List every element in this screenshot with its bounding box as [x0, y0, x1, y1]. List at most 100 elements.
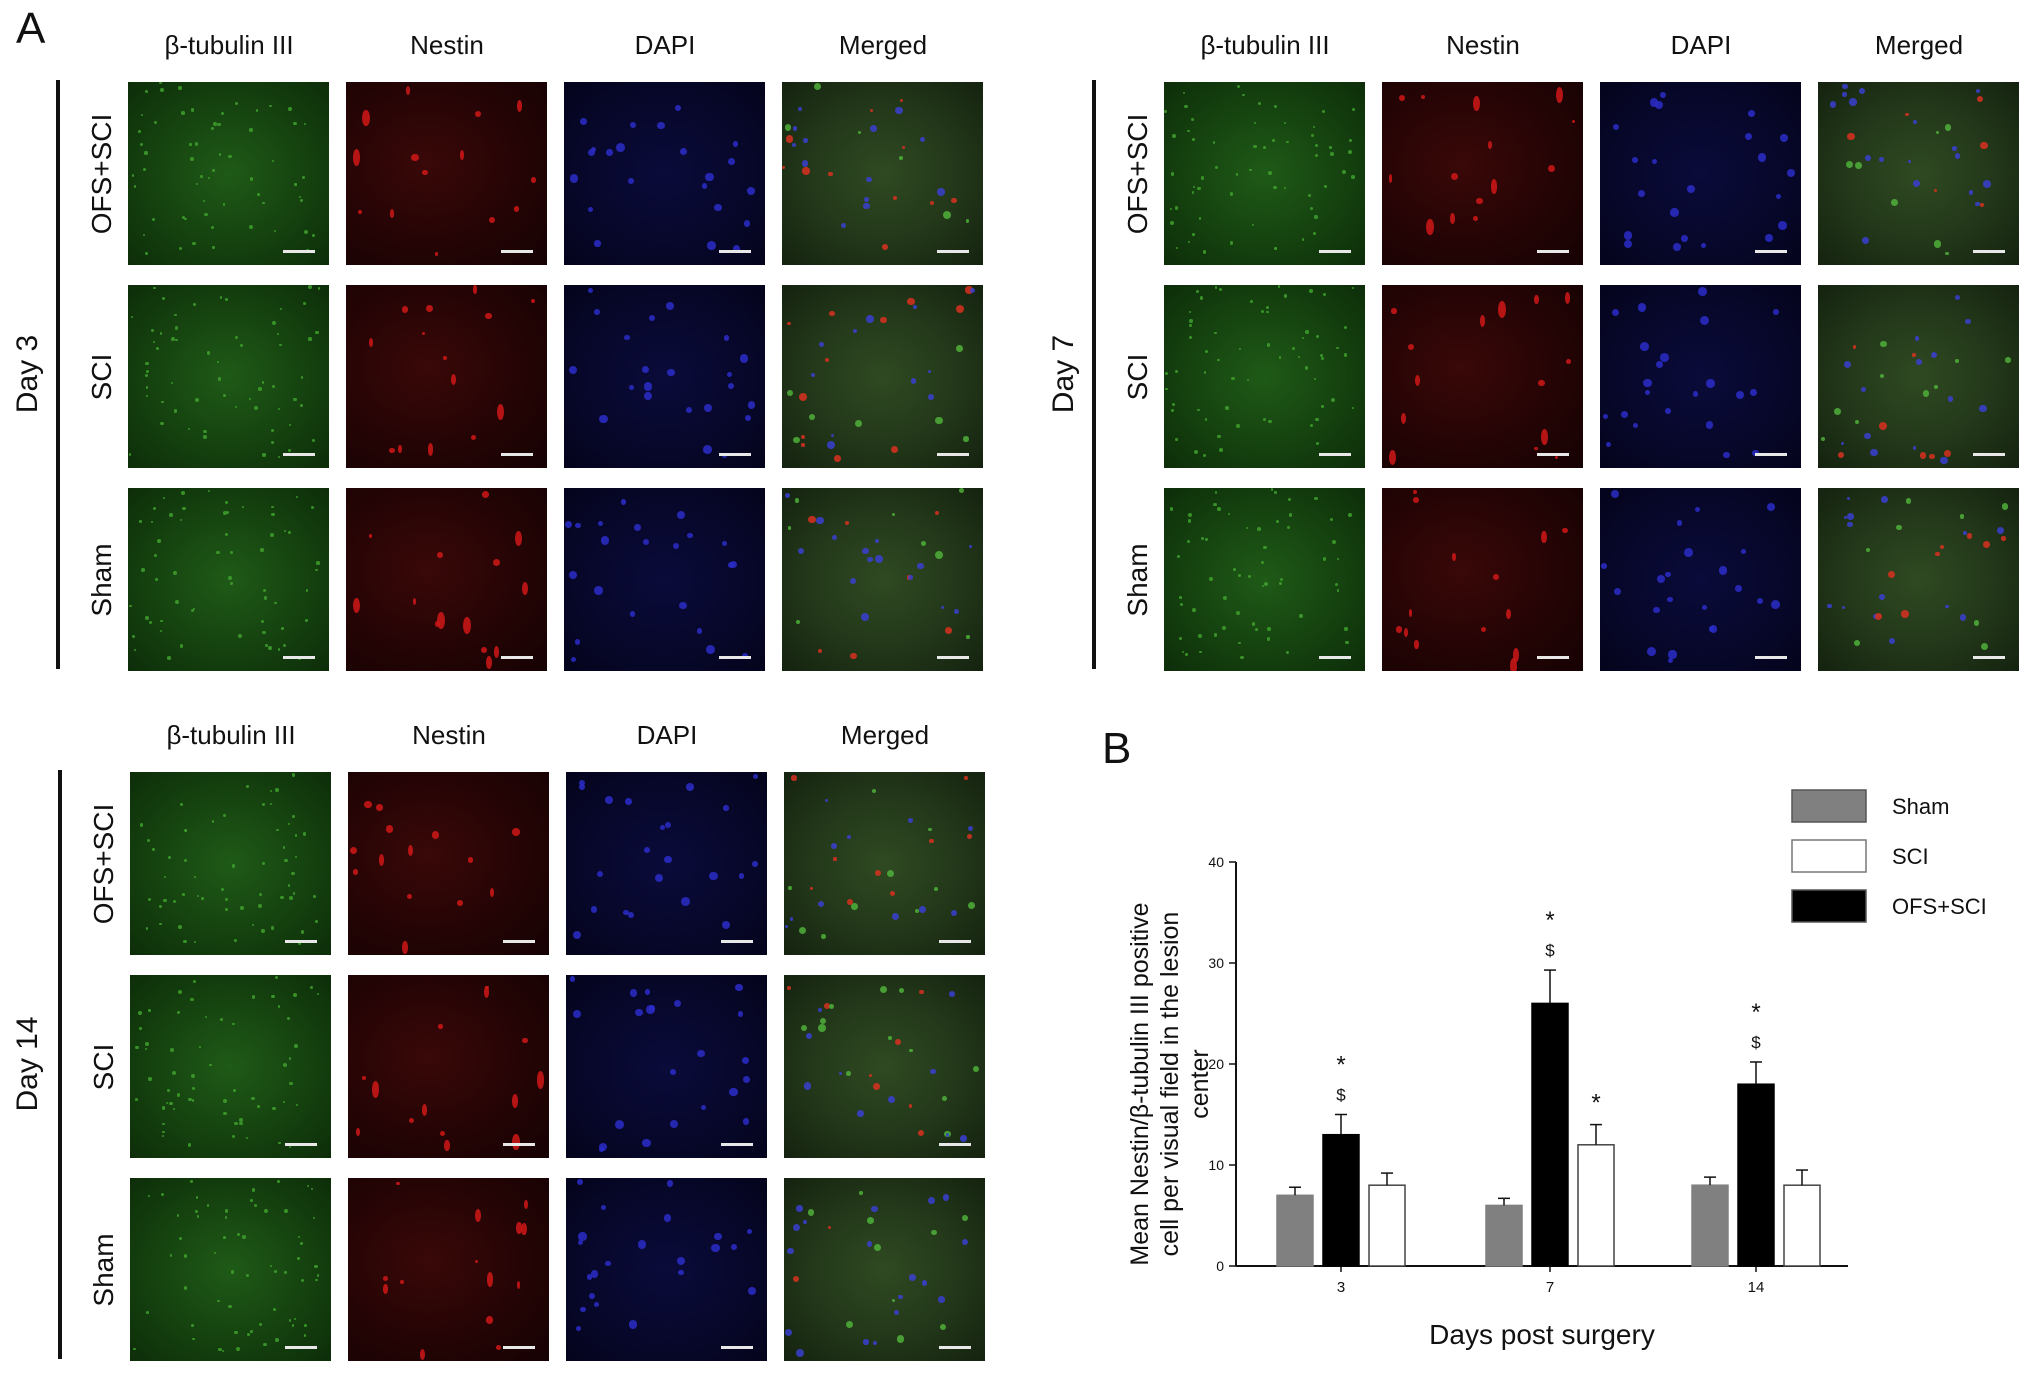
cell-speckle — [801, 159, 809, 167]
cell-speckle — [160, 88, 164, 93]
cell-speckle — [701, 183, 708, 189]
cell-speckle — [747, 401, 756, 409]
cell-speckle — [1735, 585, 1743, 593]
cell-speckle — [169, 513, 173, 517]
cell-speckle — [907, 297, 915, 306]
cell-speckle — [1187, 519, 1192, 523]
cell-speckle — [1315, 442, 1319, 445]
cell-speckle — [1931, 351, 1938, 358]
cell-speckle — [275, 976, 279, 979]
cell-speckle — [917, 1129, 924, 1137]
cell-speckle — [283, 529, 286, 532]
cell-speckle — [1240, 655, 1244, 660]
cell-speckle — [1171, 408, 1175, 413]
cell-speckle — [1330, 152, 1334, 157]
cell-speckle — [292, 815, 295, 818]
scale-bar — [719, 250, 751, 253]
cell-speckle — [575, 639, 581, 645]
cell-speckle — [145, 615, 150, 620]
cell-speckle — [437, 611, 445, 629]
cell-speckle — [1481, 627, 1487, 633]
cell-speckle — [1966, 533, 1973, 539]
cell-speckle — [146, 386, 149, 389]
cell-speckle — [427, 443, 434, 457]
scale-bar — [1973, 250, 2005, 253]
cell-speckle — [845, 520, 850, 526]
cell-speckle — [1744, 132, 1752, 140]
cell-speckle — [352, 148, 361, 167]
cell-speckle — [920, 540, 926, 546]
cell-speckle — [1929, 453, 1935, 459]
cell-speckle — [908, 1104, 913, 1108]
cell-speckle — [1562, 527, 1568, 534]
cell-speckle — [664, 855, 672, 863]
cell-speckle — [159, 922, 162, 926]
legend-label: OFS+SCI — [1892, 894, 1987, 919]
cell-speckle — [280, 895, 284, 899]
cell-speckle — [930, 1068, 936, 1075]
cell-speckle — [1833, 407, 1841, 415]
cell-speckle — [1344, 627, 1348, 631]
cell-speckle — [1914, 336, 1920, 341]
cell-speckle — [253, 1203, 258, 1207]
cell-speckle — [293, 397, 297, 402]
cell-speckle — [1889, 638, 1895, 644]
cell-speckle — [1865, 547, 1871, 552]
cell-speckle — [178, 989, 183, 994]
cell-speckle — [396, 1182, 400, 1186]
cell-speckle — [262, 862, 266, 866]
cell-speckle — [1979, 404, 1987, 412]
cell-speckle — [1348, 512, 1353, 517]
cell-speckle — [831, 534, 838, 541]
cell-speckle — [1905, 113, 1909, 117]
cell-speckle — [846, 1071, 851, 1076]
cell-speckle — [1996, 526, 2005, 534]
cell-speckle — [192, 1099, 195, 1102]
cell-speckle — [1174, 206, 1179, 210]
cell-speckle — [401, 306, 409, 314]
cell-speckle — [251, 1188, 256, 1192]
cell-speckle — [258, 1322, 263, 1326]
micrograph-tile — [128, 488, 329, 671]
cell-speckle — [225, 501, 229, 505]
cell-speckle — [798, 547, 805, 554]
cell-speckle — [616, 142, 626, 152]
cell-speckle — [485, 312, 492, 319]
cell-speckle — [167, 656, 171, 660]
legend-label: SCI — [1892, 844, 1929, 869]
column-header: Merged — [838, 30, 928, 60]
cell-speckle — [1246, 526, 1249, 529]
row-label: OFS+SCI — [88, 803, 119, 925]
cell-speckle — [1413, 497, 1420, 503]
cell-speckle — [512, 828, 520, 836]
cell-speckle — [1708, 626, 1715, 633]
cell-speckle — [207, 489, 210, 493]
cell-speckle — [276, 828, 279, 831]
cell-speckle — [131, 316, 134, 319]
cell-speckle — [217, 360, 220, 364]
cell-speckle — [437, 551, 444, 558]
cell-speckle — [594, 240, 601, 247]
cell-speckle — [153, 553, 158, 558]
cell-speckle — [203, 435, 207, 439]
significance-asterisk: * — [1591, 1090, 1600, 1117]
cell-speckle — [949, 990, 955, 997]
cell-speckle — [1251, 223, 1254, 226]
cell-speckle — [593, 1302, 600, 1308]
y-tick-label: 0 — [1216, 1258, 1224, 1274]
cell-speckle — [676, 1257, 686, 1266]
cell-speckle — [187, 1142, 192, 1147]
cell-speckle — [425, 304, 433, 312]
cell-speckle — [1954, 358, 1959, 363]
cell-speckle — [293, 1318, 296, 1321]
cell-speckle — [857, 130, 861, 135]
cell-speckle — [728, 157, 735, 165]
cell-speckle — [1655, 100, 1664, 109]
cell-speckle — [289, 896, 293, 900]
cell-speckle — [1765, 234, 1774, 243]
cell-speckle — [586, 1274, 593, 1281]
cell-speckle — [1344, 325, 1348, 329]
cell-speckle — [606, 149, 614, 156]
cell-speckle — [1315, 334, 1320, 339]
cell-speckle — [362, 110, 370, 127]
